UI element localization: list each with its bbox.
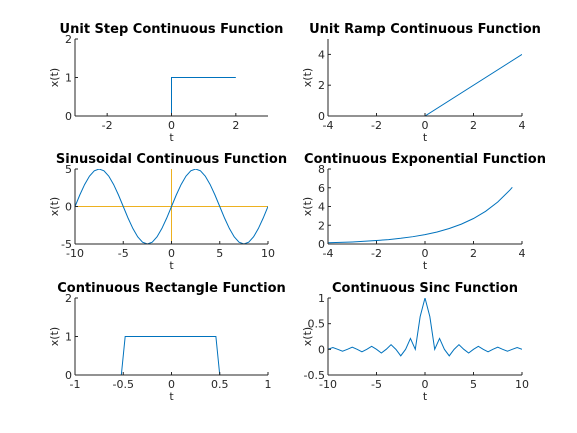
x-tick-label: 0 — [168, 119, 175, 132]
subplot-sinc: Continuous Sinc Function -10 -5 0 5 10 -0.5 0 0… — [301, 281, 529, 403]
y-tick-label: 0 — [318, 343, 325, 356]
plot-area — [328, 169, 522, 244]
series-line — [328, 298, 522, 357]
x-tick-label: 10 — [261, 247, 275, 260]
plot-title: Continuous Rectangle Function — [57, 281, 286, 296]
subplot-rectangle: Continuous Rectangle Function -1 -0.5 0 0.5… — [48, 281, 286, 403]
y-axis-label: x(t) — [48, 197, 61, 216]
x-tick-label: 10 — [515, 378, 529, 391]
y-tick-label: 5 — [65, 163, 72, 176]
y-tick-label: 1 — [318, 292, 325, 305]
x-tick-label: -4 — [323, 119, 334, 132]
series-line — [328, 186, 513, 244]
y-tick-label: 0 — [65, 110, 72, 123]
series-line — [107, 77, 236, 116]
subplot-exponential: Continuous Exponential Function -4 -2 0 2 4 0… — [301, 152, 546, 272]
y-tick-label: -0.5 — [304, 369, 325, 382]
x-tick-label: -4 — [323, 247, 334, 260]
y-tick-label: 8 — [318, 163, 325, 176]
plot-title: Sinusoidal Continuous Function — [56, 152, 287, 167]
plot-area — [328, 39, 522, 116]
y-tick-label: 1 — [65, 331, 72, 344]
x-tick-label: 2 — [470, 247, 477, 260]
series-line — [75, 169, 268, 244]
y-tick-label: 1 — [65, 72, 72, 85]
x-tick-label: 0 — [422, 247, 429, 260]
y-tick-label: 2 — [318, 79, 325, 92]
y-tick-label: 0 — [318, 110, 325, 123]
x-tick-label: -2 — [371, 247, 382, 260]
series-line — [328, 53, 522, 116]
y-tick-label: -5 — [61, 238, 72, 251]
x-tick-label: 1 — [265, 378, 272, 391]
x-axis-label: t — [423, 259, 428, 272]
x-tick-label: 0 — [168, 247, 175, 260]
subplot-unit-ramp: Unit Ramp Continuous Function -4 -2 0 2 4 0 2 4… — [301, 22, 541, 144]
y-tick-label: 6 — [318, 182, 325, 195]
subplot-sinusoid: Sinusoidal Continuous Function -10 -5 0 5 10… — [48, 152, 287, 272]
x-tick-label: 2 — [470, 119, 477, 132]
x-tick-label: -5 — [371, 378, 382, 391]
y-axis-label: x(t) — [301, 68, 314, 87]
x-tick-label: 2 — [232, 119, 239, 132]
plot-title: Unit Ramp Continuous Function — [309, 22, 541, 37]
y-tick-label: 2 — [65, 33, 72, 46]
x-tick-label: -2 — [102, 119, 113, 132]
plot-title: Continuous Sinc Function — [332, 281, 518, 296]
y-tick-label: 0.5 — [308, 318, 326, 331]
y-axis-label: x(t) — [301, 197, 314, 216]
x-tick-label: 0 — [422, 378, 429, 391]
x-axis-label: t — [169, 259, 174, 272]
x-tick-label: 4 — [519, 119, 526, 132]
y-tick-label: 4 — [318, 48, 325, 61]
plot-title: Continuous Exponential Function — [304, 152, 546, 167]
plot-title: Unit Step Continuous Function — [60, 22, 284, 37]
x-tick-label: 0 — [168, 378, 175, 391]
series-line — [75, 336, 268, 375]
x-tick-label: 4 — [519, 247, 526, 260]
y-tick-label: 0 — [318, 238, 325, 251]
x-tick-label: -10 — [66, 247, 84, 260]
y-tick-label: 2 — [65, 292, 72, 305]
x-axis-label: t — [169, 131, 174, 144]
x-tick-label: -10 — [319, 378, 337, 391]
x-tick-label: -2 — [371, 119, 382, 132]
y-tick-label: 0 — [65, 201, 72, 214]
x-axis-label: t — [423, 390, 428, 403]
x-tick-label: -1 — [70, 378, 81, 391]
x-tick-label: -5 — [118, 247, 129, 260]
x-tick-label: 5 — [216, 247, 223, 260]
y-axis-label: x(t) — [48, 68, 61, 87]
x-axis-label: t — [423, 131, 428, 144]
x-tick-label: -0.5 — [113, 378, 134, 391]
x-tick-label: 0 — [422, 119, 429, 132]
y-axis-label: x(t) — [48, 327, 61, 346]
y-tick-label: 0 — [65, 369, 72, 382]
y-tick-label: 4 — [318, 201, 325, 214]
plot-area — [328, 298, 522, 375]
y-tick-label: 2 — [318, 219, 325, 232]
x-axis-label: t — [169, 390, 174, 403]
x-tick-label: 0.5 — [211, 378, 229, 391]
x-tick-label: 5 — [470, 378, 477, 391]
y-axis-label: x(t) — [301, 327, 314, 346]
subplot-unit-step: Unit Step Continuous Function -2 0 2 0 1 2 t x(… — [48, 22, 283, 144]
